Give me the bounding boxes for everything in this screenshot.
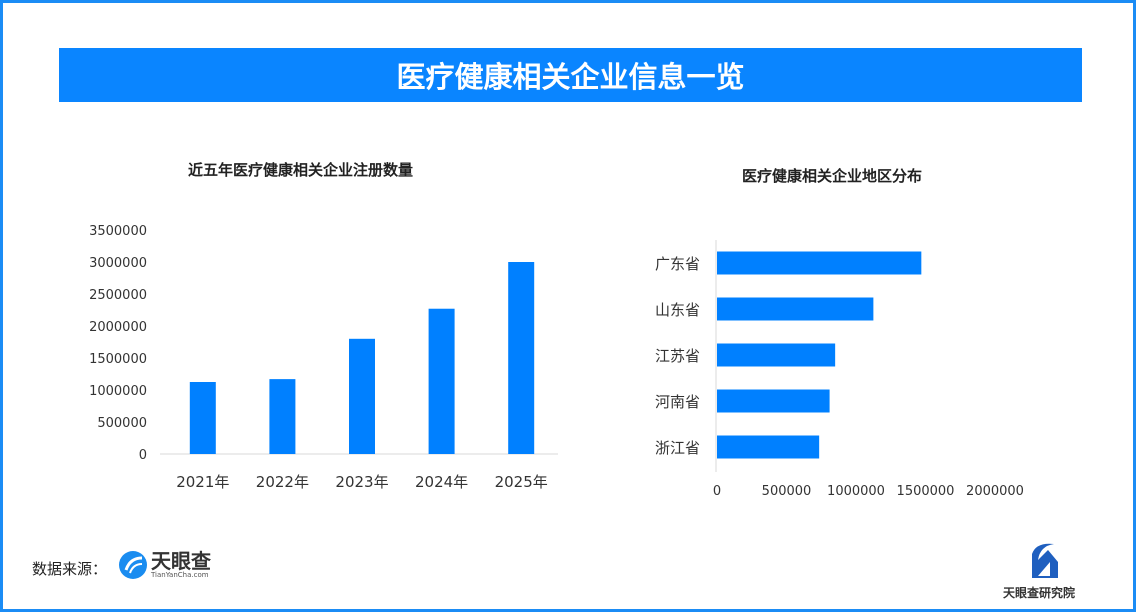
chart-title-yearly: 近五年医疗健康相关企业注册数量 xyxy=(188,161,414,179)
x-tick-label: 2024年 xyxy=(415,473,468,491)
institute-name: 天眼查研究院 xyxy=(1003,586,1076,600)
y-category-label: 山东省 xyxy=(655,301,700,319)
bar-山东省 xyxy=(717,297,874,321)
bar-2021年 xyxy=(189,382,216,454)
logo-sub: TianYanCha.com xyxy=(151,571,209,579)
source-label: 数据来源： xyxy=(32,560,108,578)
x-tick-label: 2000000 xyxy=(966,484,1024,499)
bar-2025年 xyxy=(508,262,535,454)
x-tick-label: 1000000 xyxy=(827,484,885,499)
bar-2023年 xyxy=(349,338,375,454)
tianyancha-logo: 天眼查 TianYanCha.com xyxy=(118,550,211,580)
bar-河南省 xyxy=(717,389,830,413)
y-tick-label: 3000000 xyxy=(89,256,147,271)
x-tick-label: 1500000 xyxy=(897,484,955,499)
page-title: 医疗健康相关企业信息一览 xyxy=(59,48,1082,102)
bar-2024年 xyxy=(428,308,455,454)
y-tick-label: 1000000 xyxy=(89,384,147,399)
y-category-label: 江苏省 xyxy=(655,347,700,365)
y-tick-label: 2500000 xyxy=(89,288,147,303)
x-tick-label: 2022年 xyxy=(256,473,309,491)
y-category-label: 浙江省 xyxy=(655,439,700,457)
bar-广东省 xyxy=(717,251,922,275)
y-tick-label: 1500000 xyxy=(89,352,147,367)
x-tick-label: 2021年 xyxy=(176,473,229,491)
bar-浙江省 xyxy=(717,435,820,459)
y-tick-label: 2000000 xyxy=(89,320,147,335)
institute-logo: 天眼查研究院 xyxy=(1003,540,1075,601)
bar-2022年 xyxy=(269,379,296,454)
x-tick-label: 0 xyxy=(713,484,721,499)
bar-江苏省 xyxy=(717,343,836,367)
y-category-label: 河南省 xyxy=(655,393,700,411)
x-tick-label: 500000 xyxy=(762,484,812,499)
y-tick-label: 3500000 xyxy=(89,224,147,239)
y-category-label: 广东省 xyxy=(655,255,700,273)
y-tick-label: 0 xyxy=(139,448,147,463)
chart-title-region: 医疗健康相关企业地区分布 xyxy=(742,167,923,185)
x-tick-label: 2025年 xyxy=(495,473,548,491)
logo-text: 天眼查 xyxy=(151,549,211,573)
y-tick-label: 500000 xyxy=(97,416,147,431)
x-tick-label: 2023年 xyxy=(335,473,388,491)
tianyancha-logo-icon xyxy=(119,551,147,579)
institute-logo-icon xyxy=(1032,543,1058,578)
